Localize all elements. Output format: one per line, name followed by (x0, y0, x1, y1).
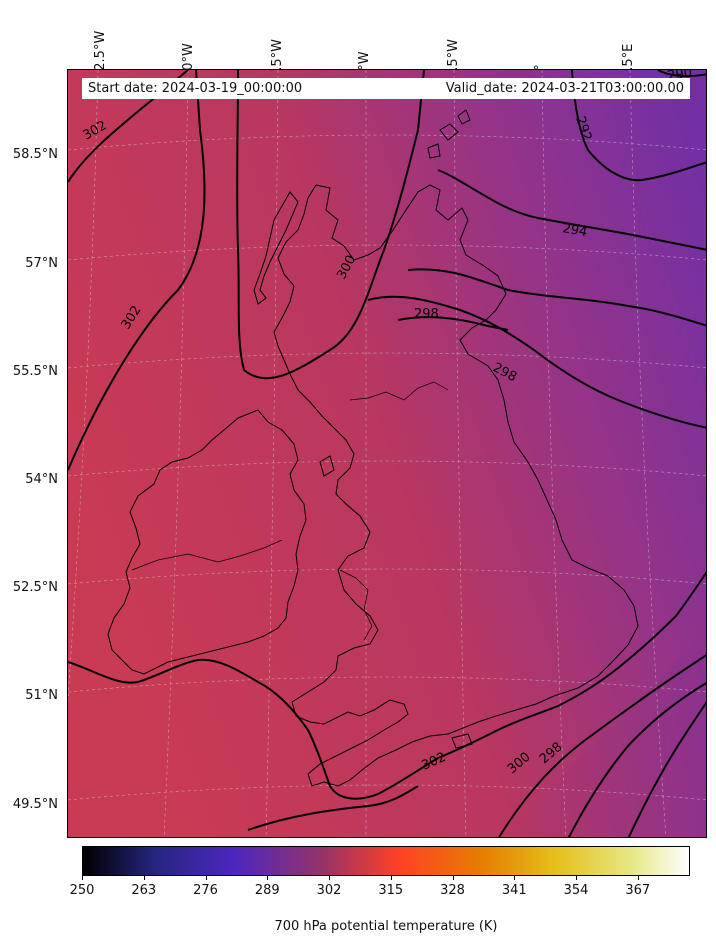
contour-302-west (68, 70, 206, 471)
contour-label-294: 294 (561, 221, 588, 240)
colorbar-tick-label: 367 (625, 883, 651, 898)
isle-of-man (319, 455, 335, 477)
colorbar (82, 846, 690, 876)
colorbar-tick-label: 302 (316, 883, 342, 898)
colorbar-tick (267, 876, 269, 880)
colorbar-tick-label: 250 (69, 883, 95, 898)
lat-label-58.5n: 58.5°N (12, 147, 58, 162)
potential-temperature-map: 302 302 300 298 298 294 292 290 298 300 … (68, 70, 706, 837)
temperature-field (68, 70, 706, 837)
colorbar-tick (452, 876, 454, 880)
colorbar-tick (576, 876, 577, 880)
lat-label-51n: 51°N (25, 688, 58, 703)
contour-292 (571, 70, 706, 182)
valid-date-label: Valid_date: 2024-03-21T03:00:00.00 (445, 81, 684, 96)
isle-of-wight (451, 733, 473, 749)
colorbar-tick (205, 876, 207, 880)
colorbar-tick-label: 315 (378, 883, 404, 898)
contour-302-south (68, 571, 706, 800)
contour-label-298-n: 298 (414, 307, 439, 322)
coastlines (107, 109, 639, 787)
colorbar-tick-label: 328 (440, 883, 465, 898)
colorbar-tick-label: 276 (193, 883, 218, 898)
lat-label-49.5n: 49.5°N (12, 797, 58, 812)
colorbar-tick-label: 341 (501, 883, 527, 898)
lat-label-54n: 54°N (25, 472, 58, 487)
contour-298-southeast (567, 682, 706, 837)
hebrides-coast (253, 191, 299, 305)
colorbar-tick (514, 876, 516, 880)
contour-300-north (236, 70, 425, 380)
date-info-box: Start date: 2024-03-19_00:00:00 Valid_da… (82, 78, 690, 99)
colorbar-title: 700 hPa potential temperature (K) (274, 919, 498, 934)
colorbar-tick-label: 289 (254, 883, 280, 898)
graticule (68, 70, 706, 837)
great-britain-coast (273, 184, 639, 787)
contour-296 (407, 268, 706, 327)
colorbar-tick-label: 354 (563, 883, 589, 898)
contour-300-southeast (498, 654, 706, 837)
contour-298-east (627, 701, 706, 837)
lat-label-52.5n: 52.5°N (12, 580, 58, 595)
colorbar-tick-label: 263 (131, 883, 157, 898)
colorbar-tick (329, 876, 330, 880)
contour-290 (657, 70, 706, 78)
colorbar-tick (637, 876, 639, 880)
lat-label-55.5n: 55.5°N (12, 364, 58, 379)
contour-label-292: 292 (572, 115, 594, 143)
contours (68, 70, 706, 837)
lat-label-57n: 57°N (25, 256, 58, 271)
contour-294 (437, 169, 706, 251)
start-date-label: Start date: 2024-03-19_00:00:00 (88, 81, 303, 96)
ireland-coast (107, 409, 307, 675)
internal-borders (131, 381, 449, 641)
colorbar-tick (82, 876, 83, 880)
contour-298-central (397, 316, 509, 331)
orkney-islands (427, 109, 471, 159)
colorbar-tick (143, 876, 145, 880)
colorbar-tick (390, 876, 392, 880)
map-panel[interactable]: 302 302 300 298 298 294 292 290 298 300 … (67, 69, 707, 838)
contour-298-north (367, 295, 706, 429)
contour-302-southwest (247, 785, 419, 831)
